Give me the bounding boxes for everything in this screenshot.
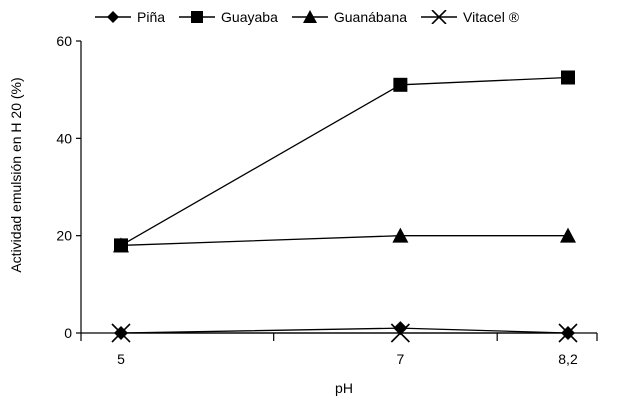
y-tick-label: 40: [56, 130, 72, 146]
data-point-guanabana: [560, 227, 576, 243]
square-marker-icon: [179, 11, 216, 23]
data-point-vitacel: [390, 323, 410, 343]
series-line-guanabana: [120, 235, 568, 247]
y-tick-label: 20: [56, 228, 72, 244]
legend-item-vitacel: Vitacel ®: [421, 9, 519, 25]
triangle-marker-icon: [291, 10, 328, 23]
legend-label-guayaba: Guayaba: [221, 9, 278, 25]
legend-item-pina: Piña: [95, 9, 165, 25]
legend-label-vitacel: Vitacel ®: [463, 9, 520, 25]
data-point-guayaba: [393, 77, 408, 92]
data-point-pina: [393, 321, 408, 336]
x-tick-label: 8,2: [558, 351, 578, 367]
data-point-guayaba: [561, 70, 575, 85]
legend-item-guanabana: Guanábana: [291, 9, 408, 25]
series-line-guayaba: [120, 76, 569, 246]
x-axis-label: pH: [335, 380, 353, 396]
data-point-guanabana: [113, 237, 129, 253]
data-point-vitacel: [111, 323, 131, 343]
diamond-marker-icon: [95, 11, 131, 23]
y-tick-label: 60: [56, 33, 72, 49]
series-line-pina: [120, 327, 569, 334]
data-point-guanabana: [392, 227, 409, 243]
x-tick-label: 5: [117, 351, 125, 367]
y-tick-label: 0: [64, 325, 72, 341]
legend-label-guanabana: Guanábana: [333, 9, 408, 25]
legend-item-guayaba: Guayaba: [179, 9, 278, 25]
data-point-vitacel: [558, 323, 578, 343]
x-tick-label: 7: [396, 351, 404, 367]
legend: Piña Guayaba Guanábana Vitacel ®: [95, 6, 533, 28]
y-axis-label: Actividad emulsión en H 20 (%): [8, 77, 24, 273]
legend-label-pina: Piña: [137, 9, 166, 25]
x-marker-icon: [421, 10, 458, 24]
